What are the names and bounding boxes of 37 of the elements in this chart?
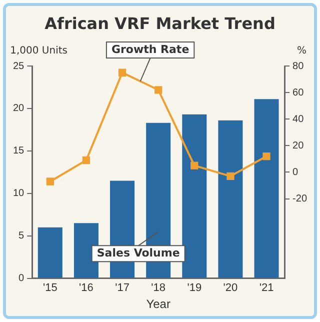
y-tick-label: 10 — [13, 188, 25, 200]
bar — [254, 99, 279, 278]
bar — [74, 223, 98, 278]
point — [226, 172, 234, 180]
point — [118, 68, 126, 76]
point — [82, 156, 90, 164]
y2-tick-label: 60 — [292, 87, 304, 98]
y2-tick-label: 80 — [292, 60, 304, 72]
y-tick-label: 15 — [13, 146, 25, 157]
point — [46, 178, 54, 186]
x-tick-label: '20 — [223, 282, 238, 294]
y-tick-label: 25 — [13, 60, 25, 72]
y2-axis-title: % — [297, 46, 307, 57]
x-tick-label: '18 — [151, 282, 166, 294]
y-tick-label: 5 — [18, 230, 25, 242]
bar — [182, 114, 207, 278]
x-tick-label: '17 — [115, 282, 130, 294]
x-tick-label: '15 — [42, 282, 58, 294]
y-tick-label: 0 — [18, 273, 25, 284]
y2-tick-label: 0 — [292, 166, 299, 178]
x-axis-title: Year — [146, 297, 170, 312]
y2-tick-label: -20 — [292, 194, 308, 204]
series-label: Sales Volume — [96, 246, 180, 260]
point — [262, 152, 270, 160]
series-label: Growth Rate — [111, 42, 190, 56]
y2-tick-label: 20 — [292, 140, 304, 152]
point — [154, 86, 162, 94]
x-tick-label: '21 — [259, 282, 274, 294]
y-tick-label: 20 — [13, 103, 25, 114]
x-tick-label: '16 — [79, 282, 94, 294]
bar — [38, 227, 62, 278]
y2-tick-label: 40 — [292, 114, 304, 125]
chart-title: African VRF Market Trend — [44, 14, 276, 33]
point — [190, 162, 198, 170]
y-axis-title: 1,000 Units — [10, 46, 68, 57]
x-tick-label: '19 — [187, 282, 202, 294]
bar — [218, 120, 243, 278]
